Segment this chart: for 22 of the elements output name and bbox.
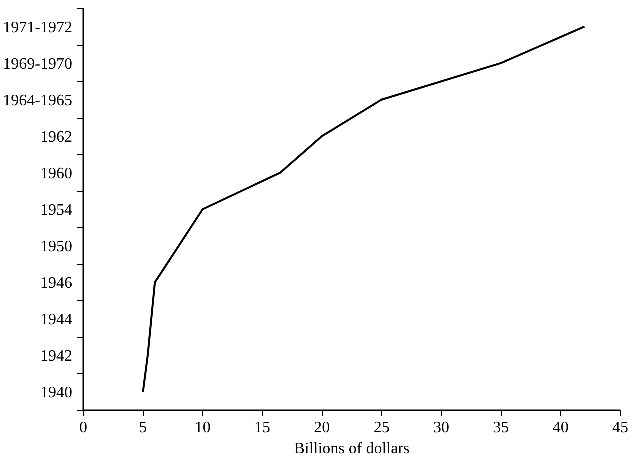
x-tick-label: 5 [139, 420, 148, 436]
y-tick-label: 1954 [40, 202, 72, 219]
x-tick-label: 45 [612, 420, 628, 436]
y-tick-label: 1962 [40, 128, 72, 146]
y-tick-label: 1964-1965 [3, 92, 72, 110]
x-tick-label: 0 [80, 420, 88, 436]
x-axis-title: Billions of dollars [294, 440, 410, 458]
x-tick-label: 40 [552, 420, 569, 436]
y-tick-label: 1960 [40, 165, 72, 182]
x-tick-label: 10 [194, 420, 211, 436]
y-tick-label: 1944 [40, 312, 72, 329]
y-tick-label: 1942 [40, 348, 72, 366]
y-tick-label: 1946 [40, 275, 72, 292]
y-tick-label: 1940 [40, 384, 72, 402]
x-tick-label: 35 [493, 420, 510, 436]
x-tick-label: 25 [374, 420, 390, 436]
x-tick-label: 20 [314, 420, 330, 436]
y-tick-label: 1971-1972 [3, 19, 72, 36]
y-tick-label: 1950 [40, 238, 72, 256]
x-tick-label: 30 [434, 420, 450, 436]
y-tick-label: 1969-1970 [3, 56, 72, 73]
x-tick-label: 15 [254, 420, 270, 436]
